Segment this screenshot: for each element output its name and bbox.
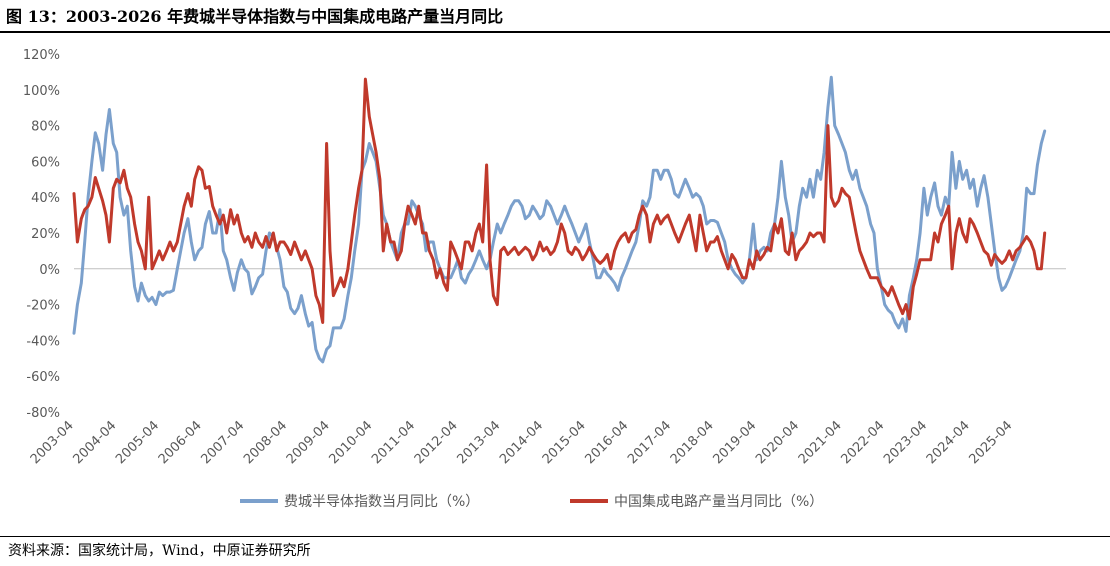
x-tick-label: 2018-04 [668,418,717,467]
y-tick-label: 100% [23,84,60,99]
x-tick-label: 2024-04 [924,418,973,467]
x-tick-label: 2015-04 [540,418,589,467]
y-tick-label: 0% [39,263,60,278]
legend-label-2: 中国集成电路产量当月同比（%） [614,493,823,510]
y-tick-label: -20% [26,299,60,314]
x-tick-label: 2020-04 [753,418,802,467]
x-tick-label: 2022-04 [838,418,887,467]
x-tick-label: 2021-04 [796,418,845,467]
y-tick-label: 120% [23,48,60,63]
x-tick-label: 2007-04 [198,418,247,467]
y-tick-label: -80% [26,406,60,421]
x-tick-label: 2006-04 [156,418,205,467]
y-tick-label: 80% [31,120,60,135]
source-note: 资料来源：国家统计局，Wind，中原证券研究所 [8,543,311,559]
y-tick-label: -60% [26,370,60,385]
x-tick-label: 2010-04 [326,418,375,467]
series-line-2 [72,77,1047,324]
x-tick-label: 2009-04 [284,418,333,467]
x-tick-label: 2014-04 [497,418,546,467]
top-rule [0,31,1110,33]
legend-label-1: 费城半导体指数当月同比（%） [284,494,479,510]
x-tick-label: 2012-04 [412,418,461,467]
line-chart: -80% -60% -40% -20% 0% 20% 40% 60% 80% 100% 120% 20… [23,48,1066,510]
y-tick-label: 40% [31,191,60,206]
x-tick-label: 2023-04 [881,418,930,467]
y-tick-label: -40% [26,334,60,349]
x-tick-label: 2004-04 [70,418,119,467]
x-tick-label: 2013-04 [454,418,503,467]
x-tick-label: 2008-04 [241,418,290,467]
y-tick-label: 60% [31,155,60,170]
bottom-rule [0,536,1110,537]
x-tick-label: 2016-04 [582,418,631,467]
y-tick-label: 20% [31,227,60,242]
figure-title: 图 13：2003-2026 年费城半导体指数与中国集成电路产量当月同比 [6,7,504,26]
x-tick-label: 2011-04 [369,418,418,467]
x-tick-label: 2019-04 [710,418,759,467]
x-tick-label: 2025-04 [966,418,1015,467]
x-tick-label: 2017-04 [625,418,674,467]
x-tick-label: 2005-04 [113,418,162,467]
series-line-1 [72,75,1047,364]
x-tick-label: 2003-04 [28,418,77,467]
